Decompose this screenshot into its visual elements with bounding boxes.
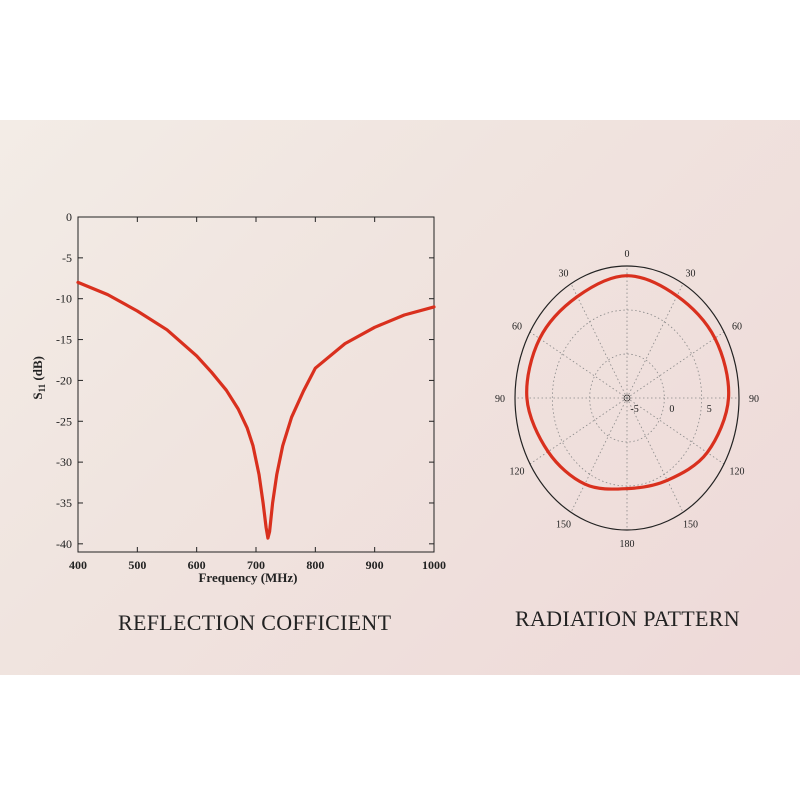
angle-label: 90	[495, 394, 505, 405]
y-tick-label: -15	[56, 333, 72, 347]
angle-label: 60	[732, 322, 742, 333]
angle-label: 120	[510, 467, 525, 478]
radial-label: 5	[707, 404, 712, 415]
y-tick-label: -40	[56, 537, 72, 551]
y-tick-label: -5	[62, 251, 72, 265]
angle-label: 0	[625, 249, 630, 260]
angle-label: 150	[556, 520, 571, 531]
x-tick-labels: 400 500 600 700 800 900 1000	[69, 558, 446, 572]
x-tick-label: 600	[188, 558, 206, 572]
grid-spoke	[626, 331, 725, 399]
grid-spoke	[626, 397, 684, 513]
y-tick-label: -20	[56, 373, 72, 387]
angle-label: 120	[730, 467, 745, 478]
angle-label: 90	[749, 394, 759, 405]
angle-label: 150	[683, 520, 698, 531]
x-tick-label: 800	[306, 558, 324, 572]
s11-curve	[76, 280, 436, 540]
y-axis-label-sub: 11	[37, 383, 47, 392]
radiation-pattern-curve	[525, 274, 731, 491]
angle-label: 30	[686, 268, 696, 279]
x-tick-label: 500	[128, 558, 146, 572]
radiation-pattern-chart: 0 30 60 90 120 150 180 150 120 90 60 30 -5 0 5	[495, 249, 759, 550]
plot-frame	[77, 216, 435, 553]
angle-labels: 0 30 60 90 120 150 180 150 120 90 60 30	[495, 249, 759, 550]
grid-spoke	[570, 283, 628, 399]
polar-center	[623, 394, 631, 402]
y-tick-labels: 0 -5 -10 -15 -20 -25 -30 -35 -40	[56, 210, 72, 551]
angle-label: 180	[620, 539, 635, 550]
y-axis-label-unit: (dB)	[30, 356, 45, 384]
angle-label: 30	[559, 268, 569, 279]
radiation-pattern-caption: RADIATION PATTERN	[515, 606, 740, 631]
radial-label: -5	[630, 404, 638, 415]
reflection-coefficient-chart: 400 500 600 700 800 900 1000 0 -5 -10 -15 -20 -25 -3…	[30, 210, 446, 585]
radial-label: 0	[669, 404, 674, 415]
angle-label: 60	[512, 322, 522, 333]
tick-marks	[77, 216, 435, 552]
x-tick-label: 700	[247, 558, 265, 572]
y-tick-label: -10	[56, 292, 72, 306]
polar-outer-circle	[514, 265, 740, 531]
x-axis-label: Frequency (MHz)	[198, 570, 297, 585]
figure-background	[0, 120, 800, 675]
reflection-coefficient-caption: REFLECTION COFFICIENT	[118, 610, 392, 635]
grid-spoke	[529, 397, 628, 465]
grid-spoke	[529, 331, 628, 399]
x-tick-label: 1000	[422, 558, 446, 572]
y-tick-label: 0	[66, 210, 72, 224]
y-tick-label: -30	[56, 455, 72, 469]
grid-circle	[551, 309, 703, 487]
y-tick-label: -35	[56, 496, 72, 510]
radial-labels: -5 0 5	[630, 404, 711, 415]
grid-spoke	[626, 283, 684, 399]
x-tick-label: 900	[366, 558, 384, 572]
y-tick-label: -25	[56, 414, 72, 428]
y-axis-label-main: S	[30, 392, 45, 399]
polar-grid	[515, 266, 739, 530]
x-tick-label: 400	[69, 558, 87, 572]
y-axis-label: S11 (dB)	[30, 356, 47, 400]
grid-spoke	[570, 397, 628, 513]
